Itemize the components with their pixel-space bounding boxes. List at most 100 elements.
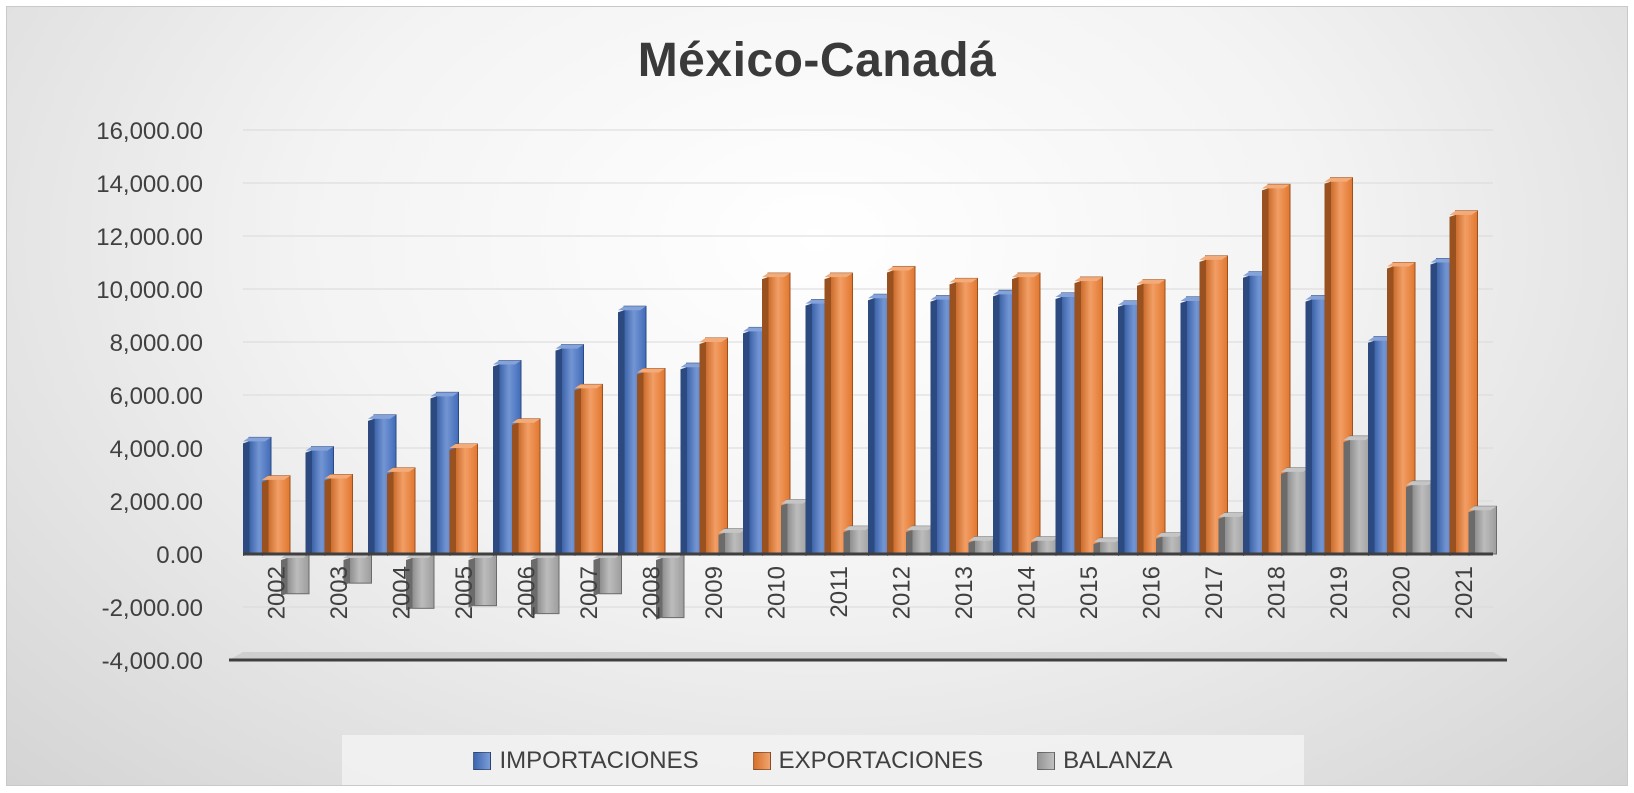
bar-side — [968, 540, 975, 556]
bar-exportaciones-2014 — [1017, 272, 1041, 555]
bar-side — [1368, 340, 1374, 556]
bar-side — [762, 277, 768, 556]
bar-side — [1118, 304, 1124, 556]
bar-top — [843, 526, 872, 531]
bar-balanza-2007 — [599, 553, 622, 595]
bar-side — [843, 530, 850, 556]
bar-top — [512, 418, 540, 423]
bar-top — [1012, 273, 1040, 278]
legend-swatch — [1037, 752, 1056, 770]
bar-top — [324, 474, 353, 479]
bar-balanza-2003 — [349, 553, 372, 584]
bar-side — [449, 448, 456, 556]
bar-balanza-2021 — [1474, 505, 1497, 555]
bar-top — [1324, 177, 1353, 182]
bar-top — [1387, 262, 1415, 267]
x-tick-label: 2008 — [638, 566, 665, 619]
bar-side — [1449, 214, 1456, 556]
x-tick-label: 2017 — [1201, 566, 1228, 619]
x-tick-label: 2003 — [326, 566, 353, 619]
legend-swatch — [752, 752, 771, 770]
y-tick-label: 2,000.00 — [110, 489, 203, 516]
bar-top — [1449, 210, 1478, 215]
x-tick-label: 2004 — [388, 566, 415, 619]
bar-top — [699, 338, 728, 343]
bar-side — [1055, 296, 1062, 556]
bar-side — [406, 558, 412, 611]
bar-side — [1324, 181, 1331, 556]
bar-top — [262, 475, 290, 480]
bar-top — [1156, 532, 1184, 537]
x-tick-label: 2018 — [1263, 566, 1290, 619]
bar-side — [656, 558, 662, 620]
chart-legend: IMPORTACIONES EXPORTACIONES BALANZA — [342, 735, 1304, 785]
bar-exportaciones-2017 — [1205, 255, 1228, 555]
bar-top — [387, 467, 415, 472]
bar-top — [368, 414, 396, 419]
bar-top — [1343, 436, 1372, 441]
bar-exportaciones-2011 — [830, 272, 853, 555]
bar-side — [781, 503, 787, 556]
x-tick-label: 2002 — [263, 566, 290, 619]
bar-balanza-2004 — [411, 553, 435, 609]
legend-item: EXPORTACIONES — [752, 747, 984, 775]
x-tick-label: 2021 — [1451, 566, 1478, 619]
bar-top — [574, 384, 603, 389]
bar-side — [699, 342, 706, 556]
x-tick-label: 2007 — [576, 566, 603, 619]
bar-top — [1199, 255, 1228, 260]
x-tick-label: 2011 — [826, 566, 853, 618]
bar-top — [1406, 481, 1434, 486]
bar-side — [887, 270, 893, 556]
bar-side — [468, 558, 475, 608]
bar-top — [637, 368, 665, 373]
bar-side — [531, 558, 537, 616]
bar-top — [1031, 536, 1059, 541]
bar-side — [1137, 283, 1143, 556]
bar-side — [593, 558, 600, 596]
bar-side — [1074, 281, 1081, 556]
bar-side — [1281, 471, 1287, 556]
bar-balanza-2002 — [286, 553, 310, 595]
bar-side — [618, 310, 624, 556]
bar-side — [512, 422, 518, 556]
bar-side — [1218, 516, 1225, 556]
legend-label: BALANZA — [1063, 747, 1173, 774]
bar-side — [1262, 188, 1268, 556]
chart-title: México-Canadá — [637, 34, 997, 87]
bar-side — [262, 479, 268, 556]
bar-top — [1093, 538, 1122, 543]
bar-exportaciones-2009 — [705, 337, 728, 555]
legend-label: EXPORTACIONES — [778, 747, 984, 774]
bar-side — [1430, 262, 1437, 556]
bar-top — [618, 306, 646, 311]
x-tick-label: 2006 — [513, 566, 540, 619]
bar-side — [906, 530, 912, 556]
bar-side — [1406, 485, 1412, 556]
bar-balanza-2008 — [661, 553, 685, 619]
bar-exportaciones-2002 — [267, 475, 291, 555]
y-tick-label: 16,000.00 — [96, 118, 203, 145]
bar-side — [1243, 275, 1249, 556]
bar-side — [343, 558, 350, 586]
x-tick-label: 2015 — [1076, 566, 1103, 619]
bar-exportaciones-2016 — [1142, 279, 1166, 555]
bar-top — [305, 446, 334, 451]
x-tick-label: 2010 — [763, 566, 790, 619]
x-tick-label: 2009 — [701, 566, 728, 619]
x-tick-label: 2016 — [1138, 566, 1165, 619]
bar-side — [493, 364, 499, 556]
bar-side — [1199, 259, 1206, 556]
bar-exportaciones-2012 — [892, 265, 916, 555]
bar-side — [743, 331, 749, 556]
y-tick-label: -4,000.00 — [102, 648, 203, 675]
y-tick-label: 4,000.00 — [110, 436, 203, 463]
bar-side — [1387, 266, 1393, 556]
bar-side — [387, 471, 393, 556]
bar-exportaciones-2007 — [580, 383, 603, 555]
bar-exportaciones-2013 — [955, 277, 978, 555]
bar-side — [824, 277, 831, 556]
bar-side — [805, 303, 812, 556]
bar-top — [1218, 512, 1247, 517]
chart-plot: 16,000.00 14,000.00 12,000.00 10,000.00 8,00… — [96, 118, 1507, 675]
